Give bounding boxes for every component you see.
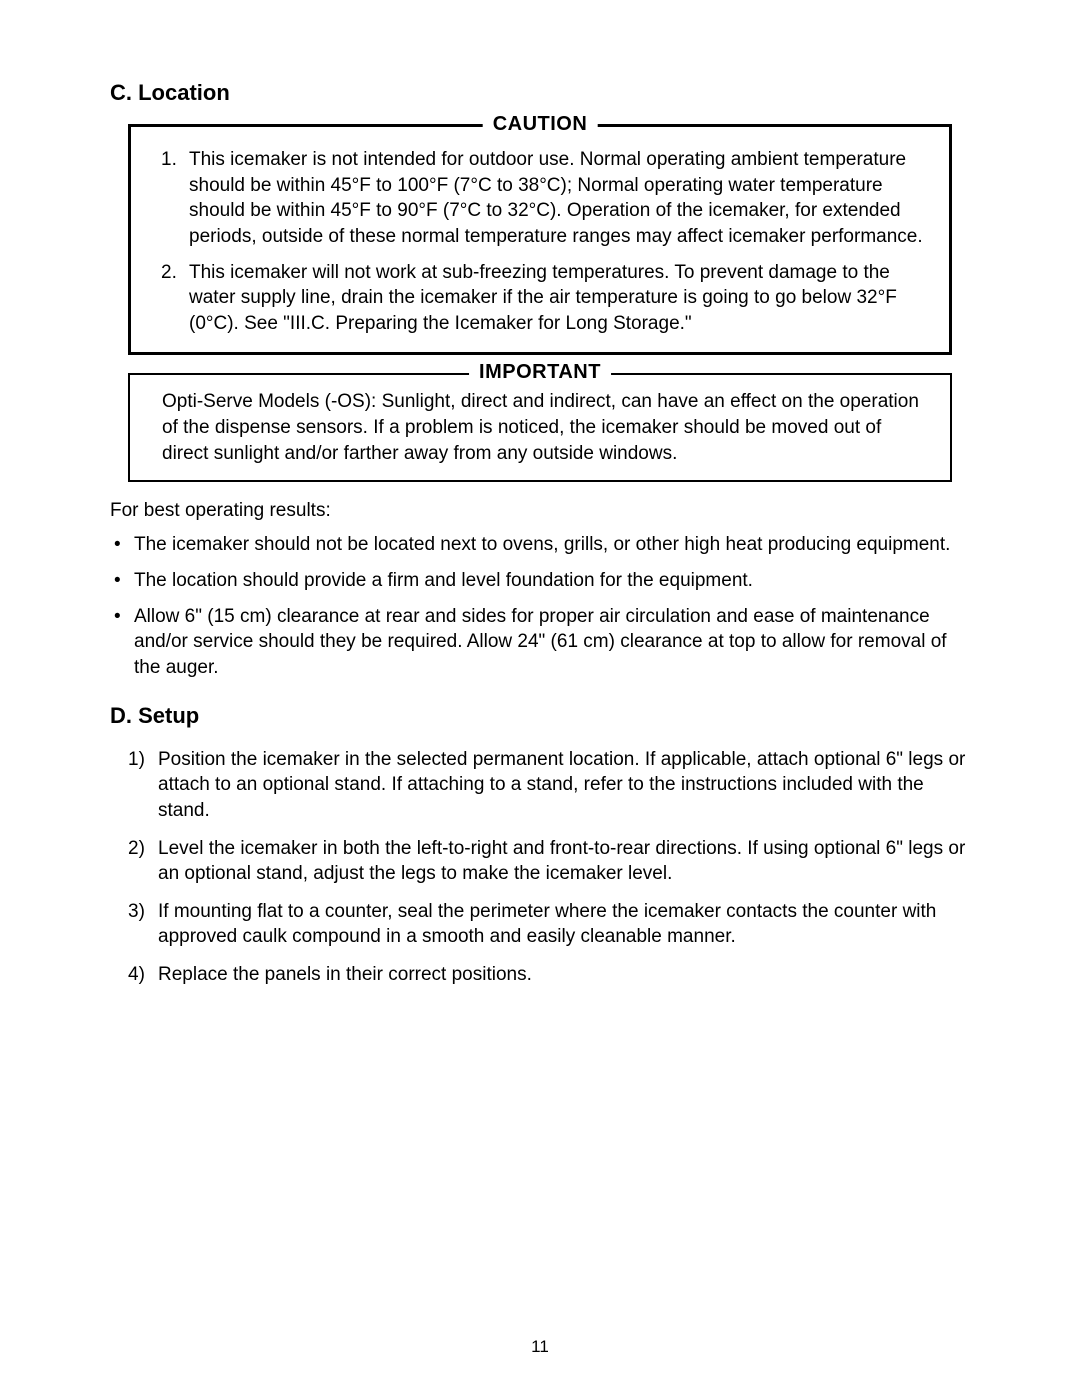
- location-heading: C. Location: [110, 80, 970, 106]
- list-item: Allow 6" (15 cm) clearance at rear and s…: [110, 604, 970, 681]
- setup-step: If mounting flat to a counter, seal the …: [128, 899, 970, 950]
- important-text: Opti-Serve Models (-OS): Sunlight, direc…: [152, 389, 928, 466]
- setup-step: Level the icemaker in both the left-to-r…: [128, 836, 970, 887]
- setup-steps-list: Position the icemaker in the selected pe…: [110, 747, 970, 988]
- list-item: The location should provide a firm and l…: [110, 568, 970, 594]
- caution-item: This icemaker is not intended for outdoo…: [153, 147, 927, 250]
- setup-step: Position the icemaker in the selected pe…: [128, 747, 970, 824]
- location-section: C. Location CAUTION This icemaker is not…: [110, 80, 970, 681]
- important-box: IMPORTANT Opti-Serve Models (-OS): Sunli…: [128, 373, 952, 482]
- list-item: The icemaker should not be located next …: [110, 532, 970, 558]
- setup-heading: D. Setup: [110, 703, 970, 729]
- important-label: IMPORTANT: [469, 361, 611, 384]
- caution-label: CAUTION: [483, 113, 598, 136]
- page-number: 11: [531, 1337, 549, 1357]
- setup-step: Replace the panels in their correct posi…: [128, 962, 970, 988]
- caution-list: This icemaker is not intended for outdoo…: [153, 147, 927, 336]
- setup-section: D. Setup Position the icemaker in the se…: [110, 703, 970, 988]
- caution-box: CAUTION This icemaker is not intended fo…: [128, 124, 952, 355]
- best-results-intro: For best operating results:: [110, 500, 970, 522]
- caution-item: This icemaker will not work at sub-freez…: [153, 260, 927, 337]
- best-results-list: The icemaker should not be located next …: [110, 532, 970, 680]
